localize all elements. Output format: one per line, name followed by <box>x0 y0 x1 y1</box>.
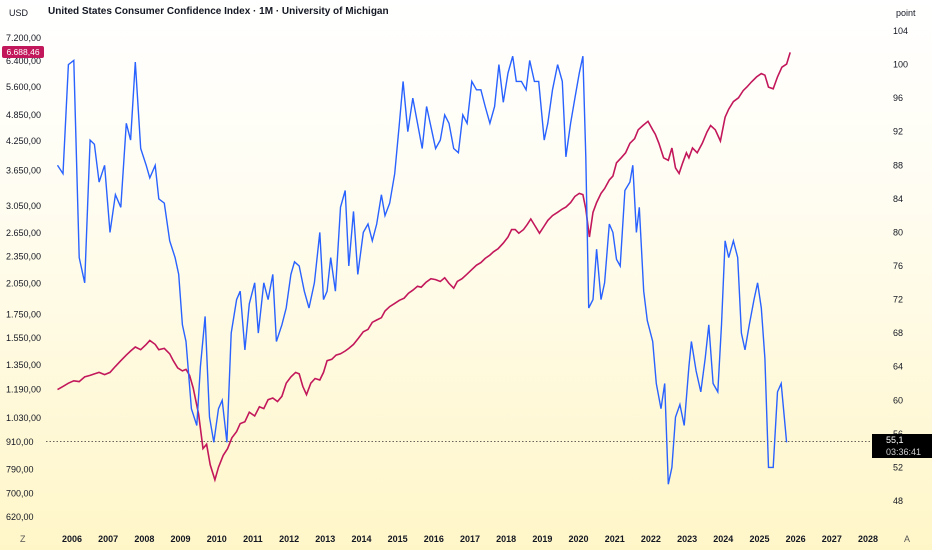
left-tick-label: 7.200,00 <box>6 33 41 43</box>
left-tick-label: 5.600,00 <box>6 82 41 92</box>
x-tick-label: 2015 <box>388 534 408 544</box>
x-tick-label: 2011 <box>243 534 263 544</box>
left-tick-label: 700,00 <box>6 488 34 498</box>
x-tick-label: 2013 <box>315 534 335 544</box>
x-axis-ticks: 2006 2007 2008 2009 2010 2011 2012 2013 2014 2015… <box>62 534 878 544</box>
right-tick-label: 84 <box>893 194 903 204</box>
right-tick-label: 96 <box>893 93 903 103</box>
x-tick-label: 2024 <box>713 534 733 544</box>
right-axis-ticks: 104 100 96 92 88 84 80 76 72 68 64 60 56 52 48 <box>893 26 908 506</box>
x-tick-label: 2018 <box>496 534 516 544</box>
x-tick-label: 2009 <box>171 534 191 544</box>
auto-scale-button[interactable]: A <box>904 534 910 544</box>
right-tick-label: 104 <box>893 26 908 36</box>
left-tick-label: 790,00 <box>6 465 34 475</box>
left-tick-label: 3.050,00 <box>6 201 41 211</box>
x-tick-label: 2022 <box>641 534 661 544</box>
left-tick-label: 2.050,00 <box>6 278 41 288</box>
x-tick-label: 2020 <box>569 534 589 544</box>
right-tick-label: 92 <box>893 127 903 137</box>
x-tick-label: 2023 <box>677 534 697 544</box>
sentiment-series-line <box>56 56 788 485</box>
countdown-text: 03:36:41 <box>886 447 922 457</box>
x-tick-label: 2007 <box>98 534 118 544</box>
right-axis-unit: point <box>896 8 916 18</box>
right-tick-label: 68 <box>893 328 903 338</box>
right-tick-label: 52 <box>893 462 903 472</box>
right-tick-label: 88 <box>893 160 903 170</box>
x-tick-label: 2017 <box>460 534 480 544</box>
left-tick-label: 4.250,00 <box>6 136 41 146</box>
x-tick-label: 2028 <box>858 534 878 544</box>
x-tick-label: 2019 <box>532 534 552 544</box>
last-price-badge: 6.688,46 <box>2 46 44 58</box>
x-tick-label: 2016 <box>424 534 444 544</box>
right-tick-label: 72 <box>893 295 903 305</box>
left-tick-label: 1.750,00 <box>6 309 41 319</box>
timezone-button[interactable]: Z <box>20 534 26 544</box>
left-tick-label: 4.850,00 <box>6 110 41 120</box>
x-tick-label: 2025 <box>749 534 769 544</box>
x-tick-label: 2027 <box>822 534 842 544</box>
left-tick-label: 1.190,00 <box>6 385 41 395</box>
last-value-badge: 55,1 03:36:41 <box>872 434 932 458</box>
x-tick-label: 2012 <box>279 534 299 544</box>
left-tick-label: 6.400,00 <box>6 56 41 66</box>
right-tick-label: 60 <box>893 395 903 405</box>
right-tick-label: 80 <box>893 227 903 237</box>
right-tick-label: 76 <box>893 261 903 271</box>
x-tick-label: 2014 <box>351 534 371 544</box>
left-tick-label: 1.550,00 <box>6 333 41 343</box>
right-tick-label: 48 <box>893 496 903 506</box>
x-tick-label: 2021 <box>605 534 625 544</box>
left-axis-unit: USD <box>9 8 29 18</box>
left-tick-label: 1.350,00 <box>6 360 41 370</box>
left-tick-label: 620,00 <box>6 512 34 522</box>
left-tick-label: 2.350,00 <box>6 252 41 262</box>
price-series-line <box>57 52 791 483</box>
left-axis-ticks: 7.200,00 6.400,00 5.600,00 4.850,00 4.250,00… <box>6 33 41 522</box>
right-tick-label: 56 <box>893 429 903 439</box>
right-tick-label: 100 <box>893 60 908 70</box>
x-tick-label: 2010 <box>207 534 227 544</box>
x-tick-label: 2006 <box>62 534 82 544</box>
left-tick-label: 1.030,00 <box>6 413 41 423</box>
chart-title: United States Consumer Confidence Index … <box>48 6 389 17</box>
left-tick-label: 910,00 <box>6 437 34 447</box>
x-tick-label: 2008 <box>134 534 154 544</box>
left-tick-label: 2.650,00 <box>6 228 41 238</box>
left-tick-label: 3.650,00 <box>6 166 41 176</box>
right-tick-label: 64 <box>893 362 903 372</box>
last-value-text: 55,1 <box>886 435 904 445</box>
x-tick-label: 2026 <box>786 534 806 544</box>
